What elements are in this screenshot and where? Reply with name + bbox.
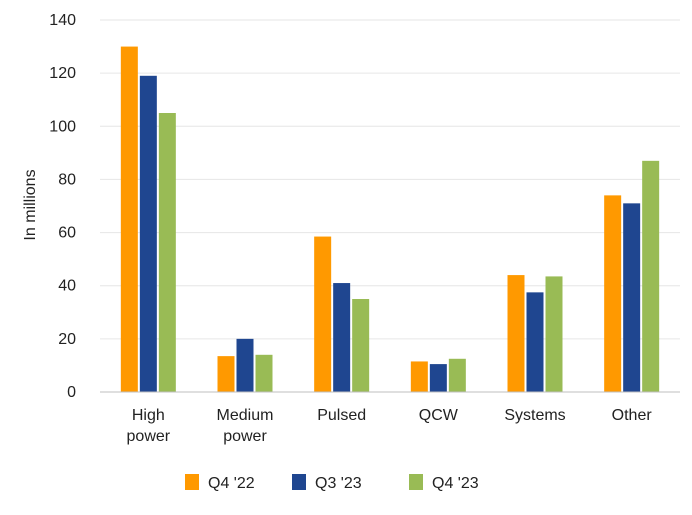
y-tick-label: 0 [67,384,76,401]
gridlines [100,19,680,340]
x-tick-label: power [223,428,267,445]
y-tick-label: 80 [58,171,76,188]
bar-q4-23 [158,113,176,392]
bar-q3-23 [333,283,351,392]
x-tick-label: Medium [217,407,274,424]
legend-label: Q3 '23 [315,475,362,492]
x-axis-ticks: High power Medium power Pulsed QCW Systems Othe… [127,407,653,445]
legend: Q4 '22 Q3 '23 Q4 '23 [185,474,479,492]
bar-q4-23 [545,276,563,392]
bar-q4-22 [217,356,235,392]
x-tick-label: Other [612,407,653,424]
legend-swatch [409,474,423,490]
x-tick-label: High [132,407,165,424]
bar-q4-23 [642,160,660,392]
y-tick-label: 40 [58,278,76,295]
legend-label: Q4 '23 [432,475,479,492]
bar-q3-23 [429,364,447,392]
x-tick-label: QCW [419,407,459,424]
x-tick-label: Pulsed [317,407,366,424]
bar-q3-23 [139,75,157,393]
legend-swatch [185,474,199,490]
bar-q4-22 [507,275,525,392]
y-tick-label: 100 [49,118,76,135]
y-axis-title: In millions [22,169,39,240]
y-tick-label: 20 [58,331,76,348]
legend-label: Q4 '22 [208,475,255,492]
bar-q4-22 [410,361,428,392]
bar-q3-23 [623,203,641,392]
bar-q4-22 [314,236,332,392]
bar-q4-22 [120,46,138,392]
y-axis-ticks: 0 20 40 60 80 100 120 140 [49,12,76,401]
bars [120,46,660,393]
bar-q4-22 [604,195,622,392]
bar-q3-23 [526,292,544,392]
bar-q4-23 [255,354,273,392]
y-tick-label: 60 [58,225,76,242]
bar-q4-23 [352,299,370,392]
bar-q3-23 [236,338,254,392]
x-tick-label: Systems [504,407,565,424]
bar-q4-23 [448,358,466,392]
y-tick-label: 120 [49,65,76,82]
y-tick-label: 140 [49,12,76,29]
legend-swatch [292,474,306,490]
x-tick-label: power [127,428,171,445]
